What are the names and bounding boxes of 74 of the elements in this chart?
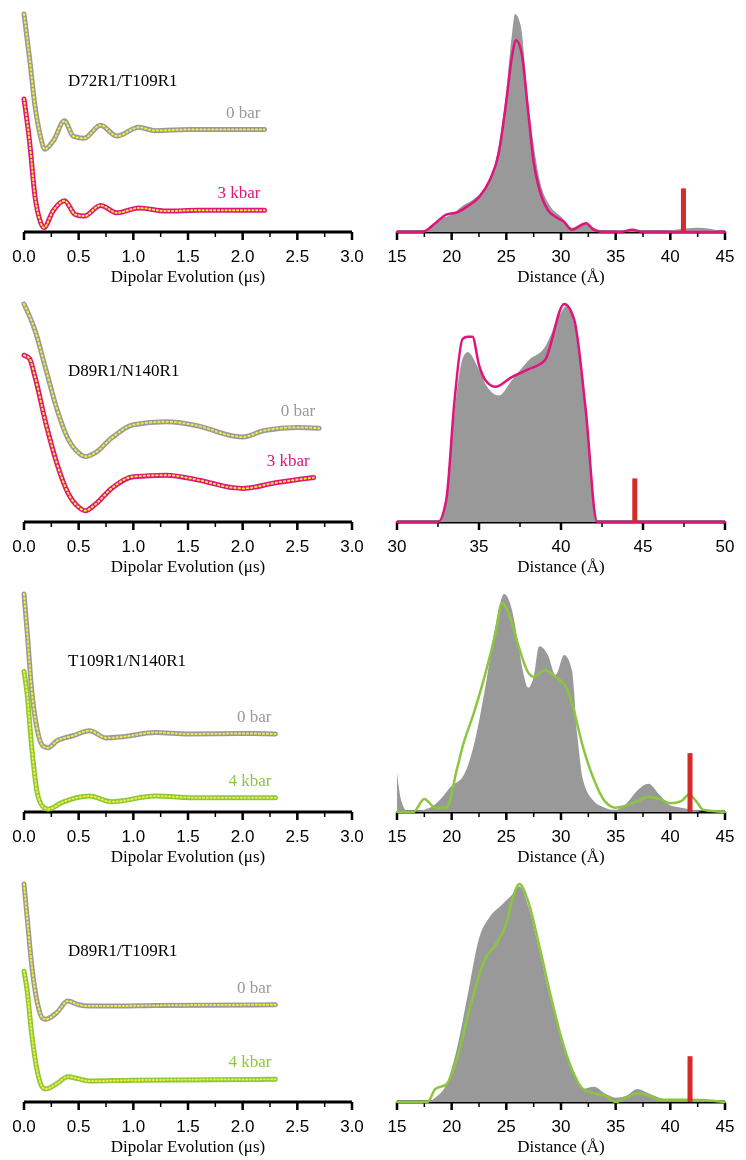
x-tick-label: 25 — [496, 1117, 516, 1136]
x-tick-label: 2.5 — [285, 827, 310, 846]
x-tick-label: 15 — [387, 1117, 407, 1136]
x-tick-label: 1.5 — [176, 247, 200, 266]
x-tick-label: 0.5 — [66, 537, 91, 556]
x-tick-label: 35 — [606, 1117, 626, 1136]
x-tick-label: 0.5 — [66, 1117, 91, 1136]
x-tick-label: 1.0 — [121, 537, 146, 556]
x-tick-label: 15 — [387, 247, 407, 266]
x-axis-title: Distance (Å) — [517, 1137, 605, 1156]
x-axis-title: Dipolar Evolution (μs) — [110, 847, 266, 866]
annotation: D72R1/T109R1 — [68, 71, 178, 90]
x-axis-title: Distance (Å) — [517, 267, 605, 286]
x-tick-label: 2.5 — [285, 537, 310, 556]
x-tick-label: 0.0 — [12, 537, 36, 556]
series-label: 0 bar — [226, 102, 261, 122]
x-tick-label: 45 — [633, 537, 653, 556]
x-tick-label: 2.0 — [230, 1117, 255, 1136]
x-tick-label: 25 — [496, 247, 516, 266]
x-axis-title: Dipolar Evolution (μs) — [110, 557, 266, 576]
series-label: 0 bar — [280, 401, 316, 421]
series-label: 0 bar — [237, 706, 272, 726]
x-tick-label: 30 — [551, 827, 571, 846]
x-tick-label: 40 — [551, 537, 571, 556]
x-tick-label: 2.0 — [230, 247, 255, 266]
x-tick-label: 0.0 — [12, 827, 36, 846]
x-tick-label: 1.5 — [176, 827, 200, 846]
x-tick-label: 2.5 — [285, 247, 310, 266]
x-tick-label: 3.0 — [340, 827, 364, 846]
x-tick-label: 30 — [551, 1117, 571, 1136]
x-tick-label: 1.0 — [121, 827, 146, 846]
x-tick-label: 0.0 — [12, 247, 36, 266]
series-label: 0 bar — [237, 977, 272, 997]
x-tick-label: 3.0 — [340, 247, 364, 266]
x-tick-label: 40 — [660, 247, 680, 266]
x-tick-label: 2.0 — [230, 537, 255, 556]
x-tick-label: 40 — [660, 1117, 680, 1136]
x-tick-label: 1.0 — [121, 1117, 146, 1136]
x-tick-label: 20 — [442, 1117, 462, 1136]
x-tick-label: 50 — [715, 537, 735, 556]
annotation: D89R1/T109R1 — [68, 941, 178, 960]
series-label: 3 kbar — [217, 183, 261, 203]
x-axis-title: Dipolar Evolution (μs) — [110, 1137, 266, 1156]
series-label: 3 kbar — [266, 450, 311, 470]
x-tick-label: 30 — [387, 537, 407, 556]
x-tick-label: 1.5 — [176, 1117, 200, 1136]
annotation: T109R1/N140R1 — [68, 651, 187, 670]
x-tick-label: 20 — [442, 247, 462, 266]
x-tick-label: 1.0 — [121, 247, 146, 266]
x-axis-title: Distance (Å) — [517, 557, 605, 576]
x-tick-label: 3.0 — [340, 537, 364, 556]
x-tick-label: 15 — [387, 827, 407, 846]
x-tick-label: 2.0 — [230, 827, 255, 846]
x-axis-title: Dipolar Evolution (μs) — [110, 267, 266, 286]
series-label: 4 kbar — [228, 770, 272, 790]
x-tick-label: 40 — [660, 827, 680, 846]
x-tick-label: 20 — [442, 827, 462, 846]
annotation: D89R1/N140R1 — [68, 361, 180, 380]
x-tick-label: 45 — [715, 247, 735, 266]
x-tick-label: 2.5 — [285, 1117, 310, 1136]
x-tick-label: 45 — [715, 827, 735, 846]
x-tick-label: 0.5 — [66, 247, 91, 266]
series-label: 4 kbar — [228, 1052, 272, 1072]
x-tick-label: 1.5 — [176, 537, 200, 556]
x-tick-label: 45 — [715, 1117, 735, 1136]
x-tick-label: 0.0 — [12, 1117, 36, 1136]
x-tick-label: 3.0 — [340, 1117, 364, 1136]
x-tick-label: 35 — [606, 247, 626, 266]
x-tick-label: 25 — [496, 827, 516, 846]
x-tick-label: 0.5 — [66, 827, 91, 846]
x-tick-label: 35 — [469, 537, 489, 556]
x-axis-title: Distance (Å) — [517, 847, 605, 866]
x-tick-label: 30 — [551, 247, 571, 266]
x-tick-label: 35 — [606, 827, 626, 846]
